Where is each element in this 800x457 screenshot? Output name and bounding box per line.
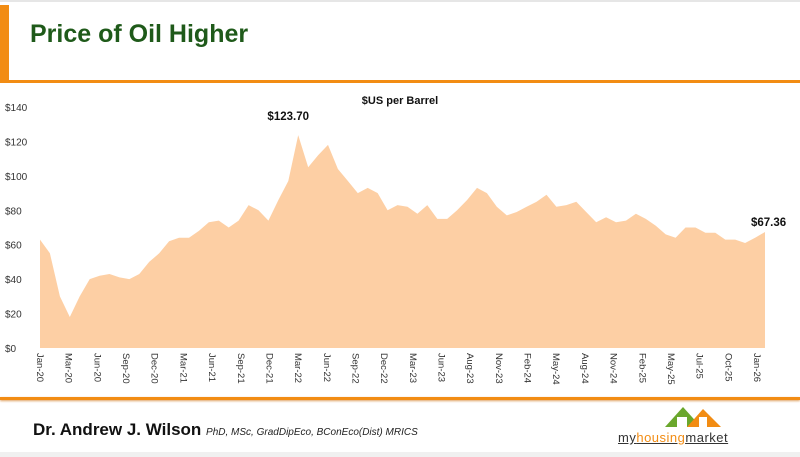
y-tick-label: $120 xyxy=(5,137,28,148)
x-tick-label: Dec-21 xyxy=(263,353,274,384)
x-tick-label: Aug-24 xyxy=(579,353,590,384)
x-tick-label: Jun-23 xyxy=(436,353,447,382)
top-border xyxy=(0,0,800,2)
x-tick-label: Dec-22 xyxy=(378,353,389,384)
x-tick-label: Aug-23 xyxy=(464,353,475,384)
x-tick-label: Sep-21 xyxy=(235,353,246,384)
author-name: Dr. Andrew J. Wilson PhD, MSc, GradDipEc… xyxy=(33,420,418,440)
x-tick-label: Jun-21 xyxy=(206,353,217,382)
bottom-border xyxy=(0,452,800,457)
y-tick-label: $20 xyxy=(5,310,22,321)
x-tick-label: Sep-22 xyxy=(349,353,360,384)
y-tick-label: $60 xyxy=(5,241,22,252)
y-tick-label: $140 xyxy=(5,103,28,114)
y-tick-label: $80 xyxy=(5,206,22,217)
x-tick-label: Mar-21 xyxy=(177,353,188,383)
author-text: Dr. Andrew J. Wilson xyxy=(33,420,202,439)
x-tick-label: Mar-22 xyxy=(292,353,303,383)
header-divider xyxy=(0,80,800,83)
myhousingmarket-logo: myhousingmarket xyxy=(618,403,768,447)
logo-text: myhousingmarket xyxy=(618,430,729,445)
x-tick-label: Feb-25 xyxy=(636,353,647,383)
x-tick-label: Jan-26 xyxy=(751,353,762,382)
y-tick-label: $0 xyxy=(5,344,17,355)
footer-divider xyxy=(0,397,800,400)
y-tick-label: $40 xyxy=(5,275,22,286)
y-tick-label: $100 xyxy=(5,172,28,183)
author-credentials: PhD, MSc, GradDipEco, BConEco(Dist) MRIC… xyxy=(206,427,418,438)
x-tick-label: Sep-20 xyxy=(120,353,131,384)
x-tick-label: Dec-20 xyxy=(149,353,160,384)
x-tick-label: Jan-20 xyxy=(34,353,45,382)
x-tick-label: Nov-24 xyxy=(608,353,619,384)
x-tick-label: Nov-23 xyxy=(493,353,504,384)
slide-title: Price of Oil Higher xyxy=(30,20,249,48)
x-tick-label: Jun-20 xyxy=(91,353,102,382)
house-logo-icon xyxy=(665,407,721,427)
chart-title: $US per Barrel xyxy=(362,95,438,107)
data-label: $67.36 xyxy=(751,217,786,229)
oil-price-area xyxy=(40,135,765,348)
x-tick-label: Mar-20 xyxy=(63,353,74,383)
accent-bar xyxy=(0,5,9,82)
x-tick-label: Mar-23 xyxy=(407,353,418,383)
x-tick-label: May-24 xyxy=(550,353,561,385)
x-tick-label: May-25 xyxy=(665,353,676,385)
data-label: $123.70 xyxy=(267,111,309,123)
x-tick-label: Jul-25 xyxy=(694,353,705,379)
x-tick-label: Oct-25 xyxy=(722,353,733,382)
x-tick-label: Feb-24 xyxy=(522,353,533,383)
x-tick-label: Jun-22 xyxy=(321,353,332,382)
